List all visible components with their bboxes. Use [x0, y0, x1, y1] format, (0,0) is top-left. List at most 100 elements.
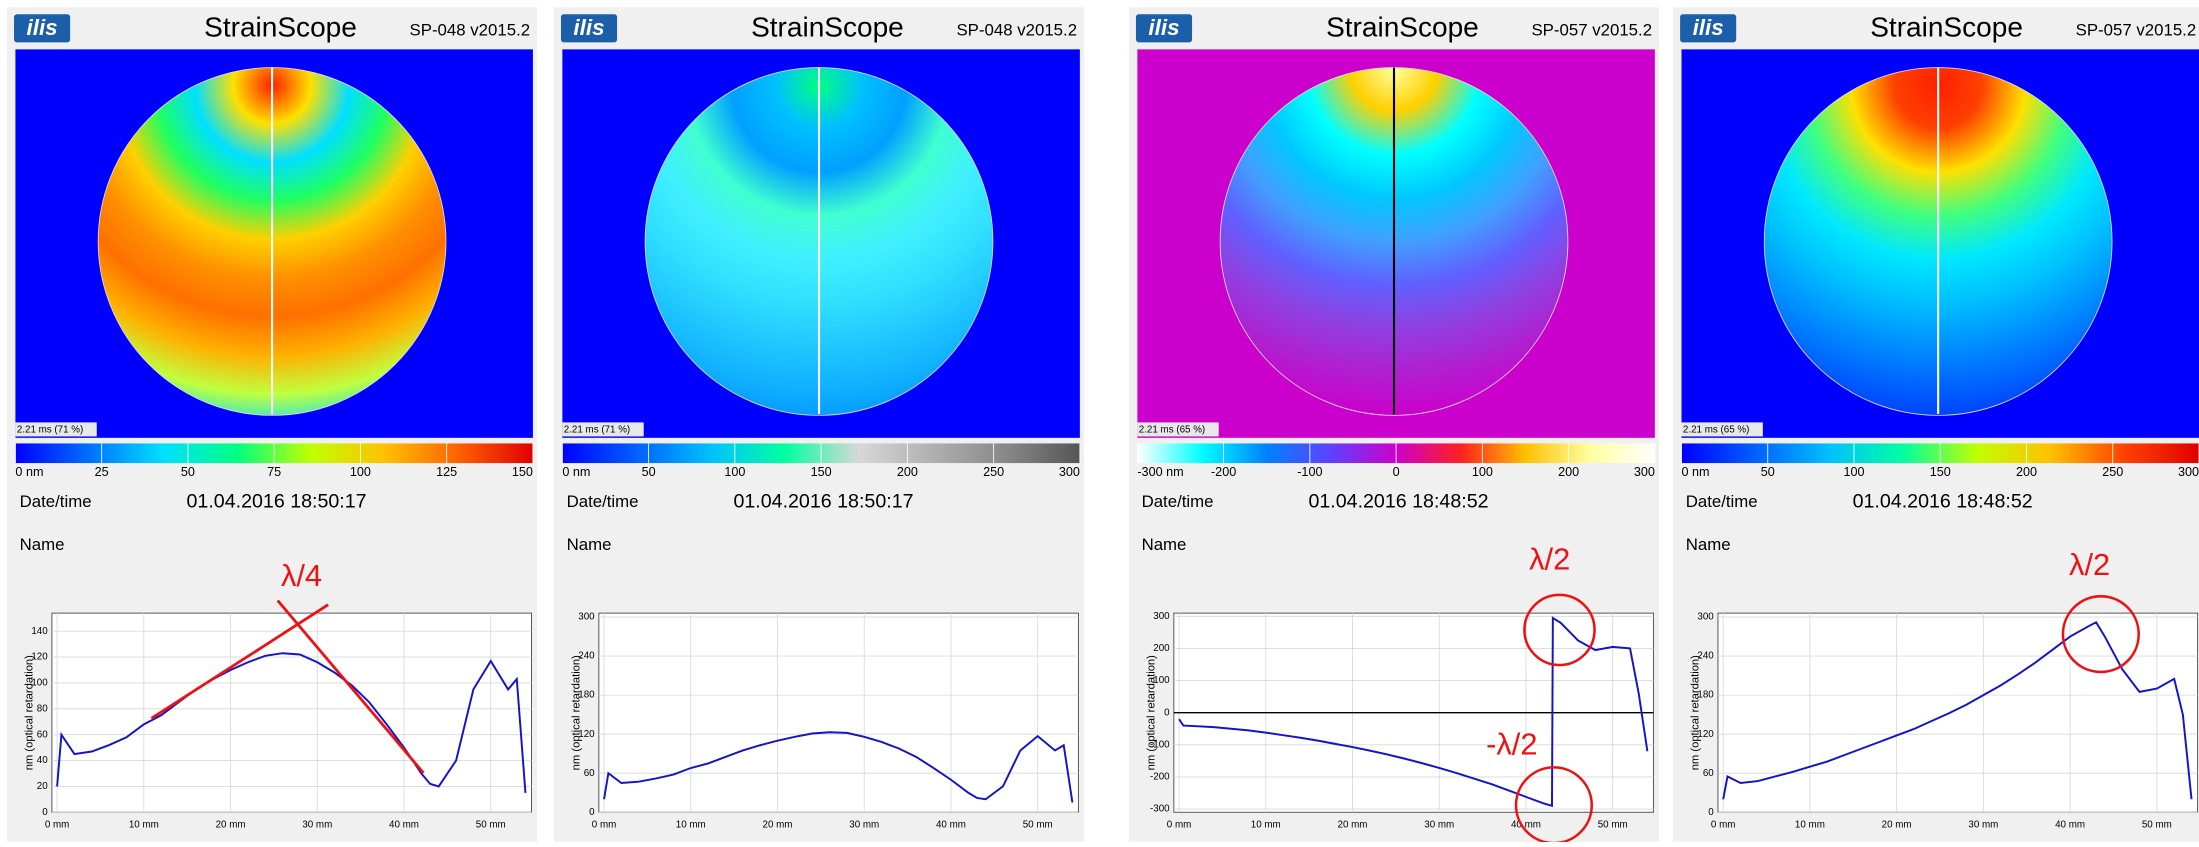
colorbar-tick-label: 200: [1558, 465, 1579, 479]
logo-box: [1135, 14, 1193, 43]
colorbar-tick-label: 25: [95, 465, 109, 479]
x-tick-label: 20 mm: [216, 819, 246, 830]
y-tick-label: 240: [1697, 651, 1714, 662]
y-tick-label: 0: [42, 807, 48, 818]
annotation-circle: [1523, 593, 1596, 667]
logo-box: [14, 14, 71, 43]
plot-area: [598, 612, 1079, 813]
date-value: 01.04.2016 18:48:52: [1308, 491, 1488, 513]
colorbar-tick-label: 200: [897, 465, 918, 479]
y-tick-label: 100: [31, 678, 48, 689]
y-tick-label: -300: [1150, 804, 1170, 815]
plot-area: [51, 612, 533, 813]
image-label: 2.21 ms (71 %): [564, 425, 630, 436]
y-axis-label: nm (optical retardation): [1145, 655, 1157, 770]
colorbar-tick-label: 0 nm: [15, 465, 43, 479]
colorbar-tick-label: -200: [1211, 465, 1236, 479]
date-label: Date/time: [20, 492, 92, 511]
logo: ilis: [573, 15, 604, 40]
x-tick-label: 20 mm: [1882, 819, 1912, 830]
logo: ilis: [1148, 15, 1179, 40]
name-label: Name: [1686, 535, 1731, 554]
x-tick-label: 40 mm: [936, 819, 966, 830]
colorbar-tick-label: 0 nm: [562, 465, 590, 479]
panel: ilis StrainScope SP-048 v2015.2 2.21 ms (71…: [553, 7, 1085, 842]
version: SP-048 v2015.2: [410, 21, 531, 40]
image-label-box: [562, 422, 644, 437]
y-tick-label: 300: [1153, 611, 1170, 622]
y-tick-label: -100: [1150, 739, 1170, 750]
y-axis-label: nm (optical retardation): [570, 655, 582, 770]
y-tick-label: 0: [1164, 707, 1170, 718]
colorbar-tick-label: 50: [181, 465, 195, 479]
version: SP-048 v2015.2: [956, 21, 1077, 40]
colorbar-tick-label: 75: [267, 465, 281, 479]
data-line: [1178, 616, 1649, 808]
colorbar-tick-label: 0 nm: [1682, 465, 1710, 479]
x-tick-label: 0 mm: [1167, 819, 1192, 830]
x-tick-label: 10 mm: [676, 819, 706, 830]
x-tick-label: 40 mm: [2055, 819, 2085, 830]
annotation: -λ/2: [1486, 727, 1537, 762]
panel: ilis StrainScope SP-048 v2015.2 2.21 ms (71…: [7, 7, 538, 842]
annotation-line: [276, 599, 425, 774]
logo-box: [560, 14, 618, 43]
colorbar-tick-label: 150: [1930, 465, 1951, 479]
x-tick-label: 20 mm: [763, 819, 793, 830]
colorbar-tick-label: 100: [1472, 465, 1493, 479]
x-tick-label: 40 mm: [389, 819, 419, 830]
colorbar-tick-label: 0: [1393, 465, 1400, 479]
colorbar-tick-label: 150: [512, 465, 533, 479]
y-tick-label: 180: [578, 690, 595, 701]
annotation: λ/2: [2069, 547, 2110, 582]
version: SP-057 v2015.2: [2076, 21, 2197, 40]
colorbar-tick-label: 200: [2016, 465, 2037, 479]
app-title: StrainScope: [1870, 11, 2023, 42]
colorbar-tick-label: 250: [2102, 465, 2123, 479]
x-tick-label: 0 mm: [592, 819, 617, 830]
x-tick-label: 10 mm: [1251, 819, 1281, 830]
x-tick-label: 10 mm: [1795, 819, 1825, 830]
colorbar-tick-label: 300: [2178, 465, 2199, 479]
x-tick-label: 0 mm: [1711, 819, 1736, 830]
colorbar-tick-label: 50: [1761, 465, 1775, 479]
y-tick-label: 200: [1153, 643, 1170, 654]
colorbar-tick-label: 100: [350, 465, 371, 479]
colorbar-tick-label: 300: [1059, 465, 1080, 479]
colorbar-tick-label: 125: [436, 465, 457, 479]
y-tick-label: 20: [37, 781, 48, 792]
colorbar-tick-label: 100: [724, 465, 745, 479]
y-tick-label: 40: [37, 755, 48, 766]
date-value: 01.04.2016 18:50:17: [733, 491, 913, 513]
colorbar-tick-label: -300 nm: [1137, 465, 1183, 479]
image-label: 2.21 ms (65 %): [1139, 425, 1205, 436]
data-line: [1722, 620, 2193, 800]
y-axis-label: nm (optical retardation): [23, 655, 35, 770]
y-tick-label: 180: [1697, 690, 1714, 701]
x-tick-label: 40 mm: [1511, 819, 1541, 830]
y-tick-label: 0: [1708, 807, 1714, 818]
panel: ilis StrainScope SP-057 v2015.2 2.21 ms (65…: [1128, 7, 1660, 845]
y-tick-label: 80: [37, 703, 48, 714]
x-tick-label: 50 mm: [2142, 819, 2172, 830]
colorbar-tick-label: 100: [1843, 465, 1864, 479]
app-title: StrainScope: [1326, 11, 1479, 42]
y-axis-label: nm (optical retardation): [1689, 655, 1701, 770]
x-tick-label: 30 mm: [1968, 819, 1998, 830]
x-tick-label: 0 mm: [45, 819, 70, 830]
date-value: 01.04.2016 18:48:52: [1853, 491, 2033, 513]
x-tick-label: 50 mm: [1023, 819, 1053, 830]
name-label: Name: [567, 535, 612, 554]
x-tick-label: 30 mm: [1424, 819, 1454, 830]
annotation: λ/4: [281, 558, 322, 593]
y-tick-label: 120: [31, 652, 48, 663]
colorbar-tick-label: -100: [1297, 465, 1322, 479]
y-tick-label: 120: [578, 729, 595, 740]
y-tick-label: 120: [1697, 729, 1714, 740]
y-tick-label: 300: [578, 612, 595, 623]
y-tick-label: 60: [37, 729, 48, 740]
date-label: Date/time: [1142, 492, 1214, 511]
data-line: [603, 731, 1074, 803]
date-label: Date/time: [567, 492, 639, 511]
